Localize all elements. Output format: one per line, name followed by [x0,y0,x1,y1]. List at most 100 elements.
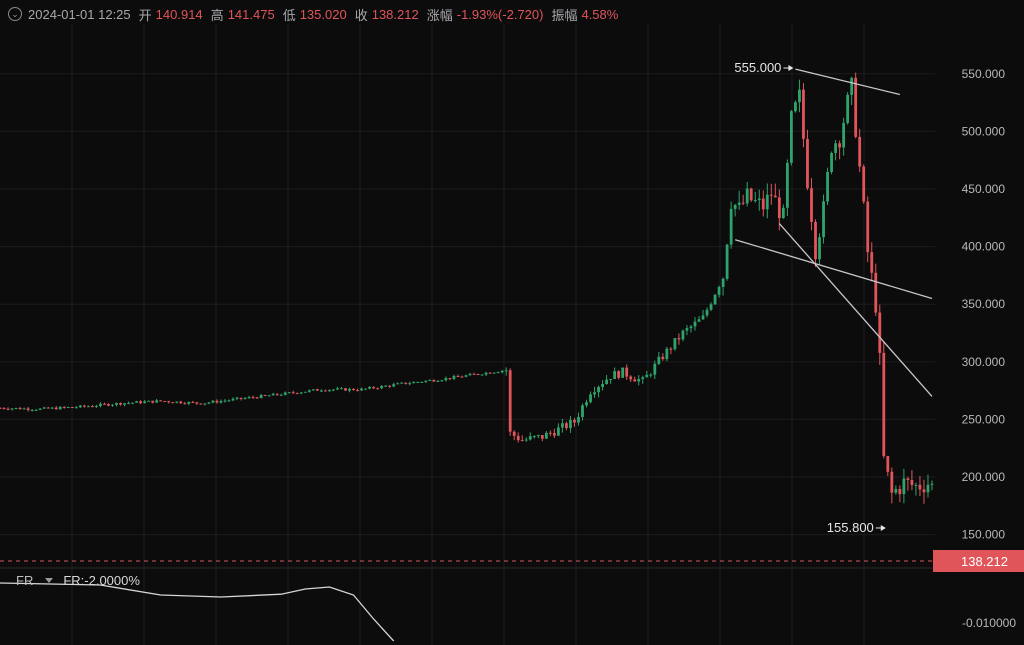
candle-body [183,403,187,405]
candle-body [54,407,58,410]
trendline [795,68,901,96]
candle [773,183,777,198]
candle [589,391,592,404]
candle-body [255,397,259,399]
candle [737,190,741,210]
candle [593,386,596,398]
candle [858,128,862,172]
candle-body [536,435,540,437]
candle-body [211,400,215,403]
candle-body [653,363,657,375]
candle [58,406,62,410]
candle-body [926,484,930,493]
candle-body [565,423,568,429]
candle-body [862,166,866,202]
caret-down-icon[interactable] [45,578,54,583]
candle-body [512,431,516,436]
candle [303,391,307,393]
candle [645,370,649,378]
candle-body [524,439,528,441]
candle [6,407,10,411]
candle [111,404,114,407]
candle [452,374,456,381]
candle-body [705,309,709,316]
candle-body [569,419,572,429]
candle-body [271,393,275,396]
candle [878,304,882,365]
candle-body [749,188,753,201]
candle [239,397,243,401]
candle-body [163,401,167,403]
candle [854,72,858,139]
candle-body [159,400,163,402]
candle [18,406,22,410]
candle [115,402,118,407]
candle-body [761,198,765,210]
chevron-down-icon[interactable]: ⌄ [8,7,22,21]
candle-body [858,136,862,167]
candle-body [400,382,404,384]
fr-indicator-bar: FR FR:-2.0000% [16,573,140,588]
candle-body [251,397,255,399]
candle-body [311,389,315,391]
candle [440,379,444,382]
candle-body [372,387,376,389]
y-tick-label: 400.000 [962,240,1006,254]
candle-body [388,385,392,387]
candle [163,400,167,403]
candle-body [585,402,588,406]
y-tick-label: 350.000 [962,297,1006,311]
candle-body [721,278,725,288]
candle [424,380,428,383]
candle [299,391,303,395]
candle [420,381,424,383]
candle [86,405,90,408]
candle-body [135,401,138,403]
candle [781,204,785,219]
candle-body [82,405,86,407]
candle [436,379,440,382]
candle-body [70,407,74,409]
candle [898,485,902,503]
candle-body [22,408,26,410]
candle-body [753,199,757,201]
candle [565,421,568,431]
fr-indicator-name[interactable]: FR [16,573,34,588]
candle [26,406,30,412]
candle [464,374,468,378]
candle-body [263,395,267,397]
open-label: 开 [138,7,152,23]
candle-body [665,348,669,360]
candle [561,418,564,433]
candle [99,402,102,408]
candle-body [46,407,50,409]
candle [251,395,255,399]
candle-body [794,102,797,112]
candle-body [757,198,761,200]
candle-body [906,478,910,480]
candle [396,382,400,385]
candle-body [299,392,303,394]
candle-body [717,287,721,295]
candle [131,402,134,405]
candle [388,385,392,388]
candle [741,194,745,206]
candle-body [18,407,22,410]
candle-body [621,367,625,378]
candle [38,408,42,411]
candle-body [838,143,842,148]
candle-body [340,388,343,390]
candle [336,386,339,391]
candle-body [291,392,295,394]
candle [810,178,813,231]
candle-body [882,352,886,457]
candle-body [870,252,874,273]
candle [838,140,842,160]
candle [870,242,874,282]
candle [585,399,588,408]
candle [681,329,685,342]
candle-body [139,401,143,404]
candle-body [283,392,287,395]
candle-body [500,370,504,373]
